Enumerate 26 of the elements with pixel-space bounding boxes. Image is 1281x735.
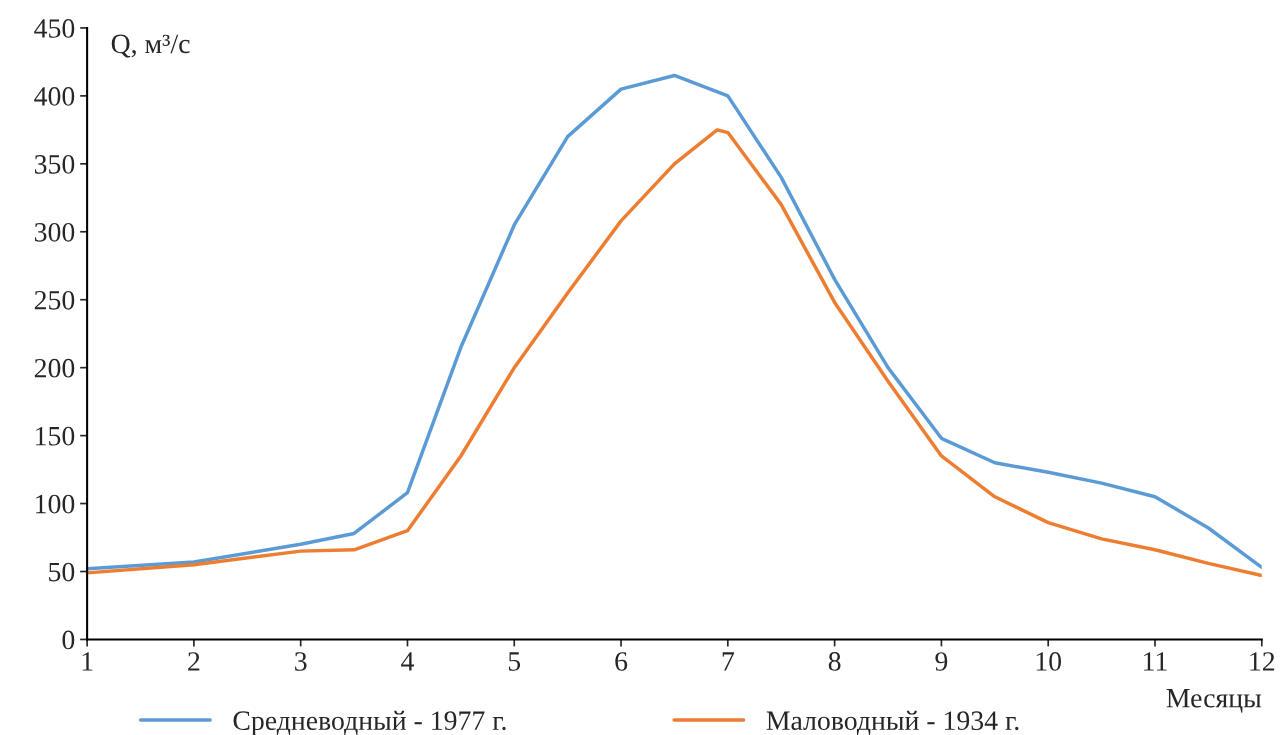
x-tick-label: 9 [935, 652, 948, 671]
x-tick-label: 2 [188, 652, 200, 671]
y-tick-label: 200 [34, 358, 75, 378]
y-tick-label: 50 [49, 562, 75, 582]
y-axis-title: Q, м³/с [111, 34, 190, 58]
x-axis-title: Месяцы [1166, 689, 1262, 713]
x-tick-label: 12 [1250, 652, 1275, 671]
x-tick-label: 6 [615, 652, 628, 671]
x-tick-label: 11 [1144, 652, 1167, 671]
legend-label: Маловодный - 1934 г. [766, 710, 1019, 735]
x-tick-label: 7 [722, 652, 734, 671]
x-tick-label: 3 [295, 652, 307, 671]
x-tick-label: 10 [1036, 652, 1062, 671]
y-tick-label: 250 [34, 290, 75, 310]
y-tick-label: 150 [36, 426, 75, 446]
x-tick-label: 5 [508, 652, 521, 671]
x-tick-label: 8 [828, 652, 841, 671]
y-tick-label: 450 [34, 19, 75, 38]
legend-label: Средневодный - 1977 г. [233, 710, 506, 735]
y-tick-label: 300 [34, 222, 75, 242]
y-tick-label: 400 [34, 87, 75, 106]
y-tick-label: 100 [36, 494, 75, 514]
x-tick-label: 4 [401, 652, 414, 671]
y-tick-label: 0 [62, 630, 75, 650]
y-tick-label: 350 [34, 154, 75, 174]
x-tick-label: 1 [82, 652, 93, 671]
